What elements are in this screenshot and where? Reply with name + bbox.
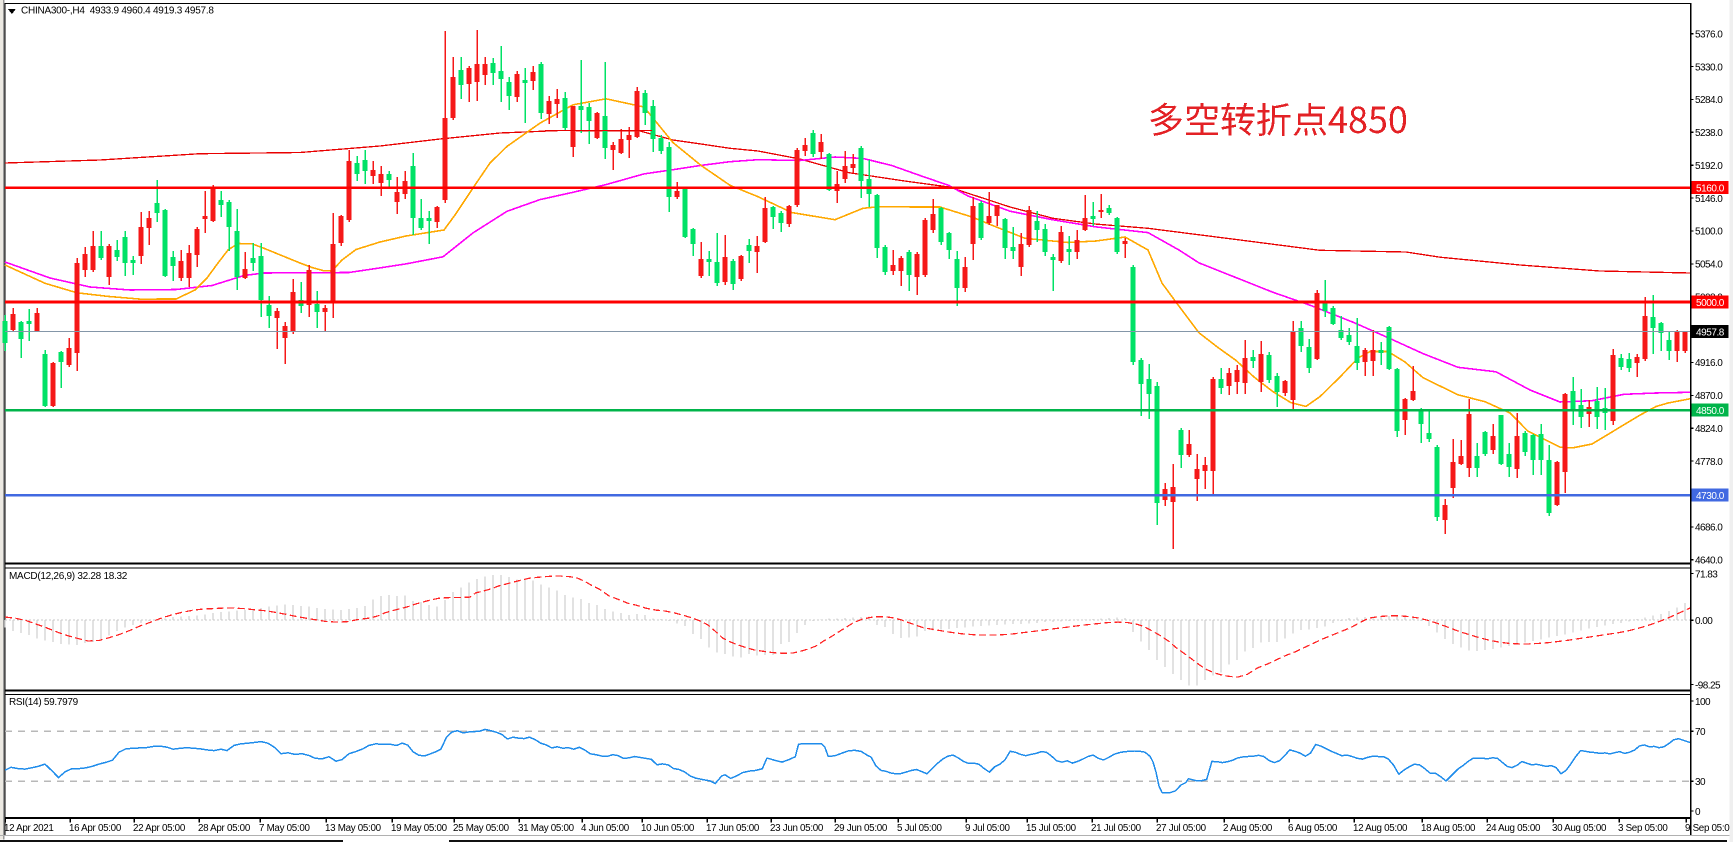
svg-text:19 May 05:00: 19 May 05:00 [391,823,448,834]
svg-text:2 Aug 05:00: 2 Aug 05:00 [1223,823,1273,834]
svg-text:RSI(14) 59.7979: RSI(14) 59.7979 [9,697,79,708]
svg-text:9 Sep 05:00: 9 Sep 05:00 [1685,823,1733,834]
svg-text:5160.0: 5160.0 [1696,184,1725,195]
svg-text:MACD(12,26,9) 32.28 18.32: MACD(12,26,9) 32.28 18.32 [9,571,128,582]
svg-text:0: 0 [1695,807,1701,818]
svg-text:13 May 05:00: 13 May 05:00 [325,823,382,834]
svg-text:CHINA300-,H4 4933.9 4960.4 49: CHINA300-,H4 4933.9 4960.4 4919.3 4957.8 [21,6,214,17]
svg-text:5100.0: 5100.0 [1695,227,1723,238]
svg-text:12 Apr 2021: 12 Apr 2021 [4,823,54,834]
svg-text:4730.0: 4730.0 [1696,491,1725,502]
svg-text:4778.0: 4778.0 [1695,457,1723,468]
svg-text:6 Aug 05:00: 6 Aug 05:00 [1288,823,1338,834]
svg-text:4640.0: 4640.0 [1695,555,1723,566]
svg-text:23 Jun 05:00: 23 Jun 05:00 [770,823,824,834]
svg-text:71.83: 71.83 [1695,569,1718,580]
svg-text:3 Sep 05:00: 3 Sep 05:00 [1618,823,1668,834]
svg-text:5054.0: 5054.0 [1695,260,1723,271]
svg-text:16 Apr 05:00: 16 Apr 05:00 [69,823,122,834]
svg-text:4870.0: 4870.0 [1695,391,1723,402]
svg-text:31 May 05:00: 31 May 05:00 [518,823,575,834]
svg-text:4824.0: 4824.0 [1695,424,1723,435]
svg-text:15 Jul 05:00: 15 Jul 05:00 [1026,823,1077,834]
svg-text:5192.0: 5192.0 [1695,161,1723,172]
svg-text:12 Aug 05:00: 12 Aug 05:00 [1353,823,1408,834]
svg-text:10 Jun 05:00: 10 Jun 05:00 [641,823,695,834]
svg-text:27 Jul 05:00: 27 Jul 05:00 [1156,823,1207,834]
svg-text:28 Apr 05:00: 28 Apr 05:00 [198,823,251,834]
svg-text:4957.8: 4957.8 [1696,327,1725,338]
svg-text:17 Jun 05:00: 17 Jun 05:00 [706,823,760,834]
svg-text:4850.0: 4850.0 [1696,406,1725,417]
svg-text:25 May 05:00: 25 May 05:00 [453,823,510,834]
svg-text:5330.0: 5330.0 [1695,62,1723,73]
svg-text:4 Jun 05:00: 4 Jun 05:00 [581,823,630,834]
svg-text:24 Aug 05:00: 24 Aug 05:00 [1486,823,1541,834]
svg-text:22 Apr 05:00: 22 Apr 05:00 [133,823,186,834]
svg-text:9 Jul 05:00: 9 Jul 05:00 [965,823,1010,834]
svg-text:-98.25: -98.25 [1695,680,1721,691]
svg-text:0.00: 0.00 [1695,616,1713,627]
svg-text:70: 70 [1695,727,1706,738]
svg-text:5284.0: 5284.0 [1695,95,1723,106]
svg-text:4686.0: 4686.0 [1695,523,1723,534]
svg-text:18 Aug 05:00: 18 Aug 05:00 [1421,823,1476,834]
svg-text:100: 100 [1695,697,1711,708]
svg-text:5146.0: 5146.0 [1695,194,1723,205]
svg-text:5 Jul 05:00: 5 Jul 05:00 [897,823,942,834]
svg-text:5000.0: 5000.0 [1696,298,1725,309]
svg-text:5376.0: 5376.0 [1695,29,1723,40]
svg-text:5238.0: 5238.0 [1695,128,1723,139]
svg-text:21 Jul 05:00: 21 Jul 05:00 [1091,823,1142,834]
svg-text:30 Aug 05:00: 30 Aug 05:00 [1552,823,1607,834]
svg-text:7 May 05:00: 7 May 05:00 [259,823,310,834]
svg-text:4916.0: 4916.0 [1695,358,1723,369]
svg-text:29 Jun 05:00: 29 Jun 05:00 [834,823,888,834]
svg-text:30: 30 [1695,777,1706,788]
